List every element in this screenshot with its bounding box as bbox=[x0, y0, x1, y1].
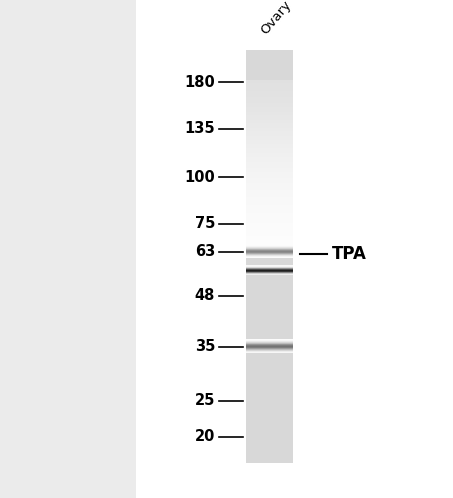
Text: 35: 35 bbox=[195, 339, 215, 354]
Text: 63: 63 bbox=[195, 244, 215, 259]
Text: 48: 48 bbox=[195, 288, 215, 303]
Text: 25: 25 bbox=[195, 393, 215, 408]
Text: 75: 75 bbox=[195, 216, 215, 231]
Text: TPA: TPA bbox=[332, 245, 366, 263]
Text: 100: 100 bbox=[184, 170, 215, 185]
Text: 180: 180 bbox=[184, 75, 215, 90]
Text: Ovary: Ovary bbox=[258, 0, 294, 37]
Text: 135: 135 bbox=[184, 121, 215, 136]
Text: 20: 20 bbox=[195, 429, 215, 444]
